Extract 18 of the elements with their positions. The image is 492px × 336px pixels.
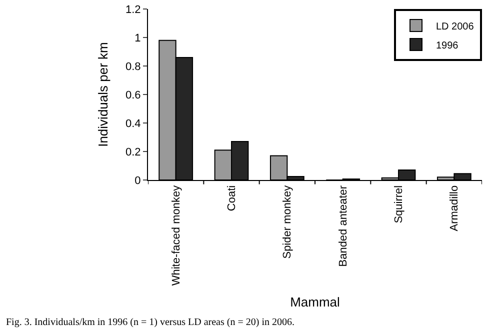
y-tick-label: 0.6 [126, 89, 141, 102]
y-axis-title: Individuals per km [95, 42, 110, 147]
x-axis-title: Mammal [290, 294, 340, 310]
legend-label: LD 2006 [436, 21, 474, 32]
y-tick-label: 0 [134, 174, 141, 187]
y-tick-label: 1 [134, 32, 141, 44]
x-tick-label: Banded anteater [337, 185, 350, 267]
y-tick-label: 1.2 [126, 4, 141, 16]
legend-label: 1996 [436, 40, 459, 52]
x-tick-label: Spider monkey [282, 184, 294, 259]
y-tick-label: 0.8 [126, 60, 141, 73]
x-tick-label: Squirrel [393, 185, 406, 224]
caption: Fig. 3. Individuals/km in 1996 (n = 1) versus LD areas (n = 20) in 2006. [6, 317, 294, 328]
x-tick-label: White-faced monkey [170, 184, 182, 286]
x-tick-label: Armadillo [448, 185, 461, 232]
y-tick-label: 0.2 [126, 146, 141, 158]
x-tick-label: Coati [226, 185, 238, 212]
y-tick-label: 0.4 [126, 118, 141, 130]
